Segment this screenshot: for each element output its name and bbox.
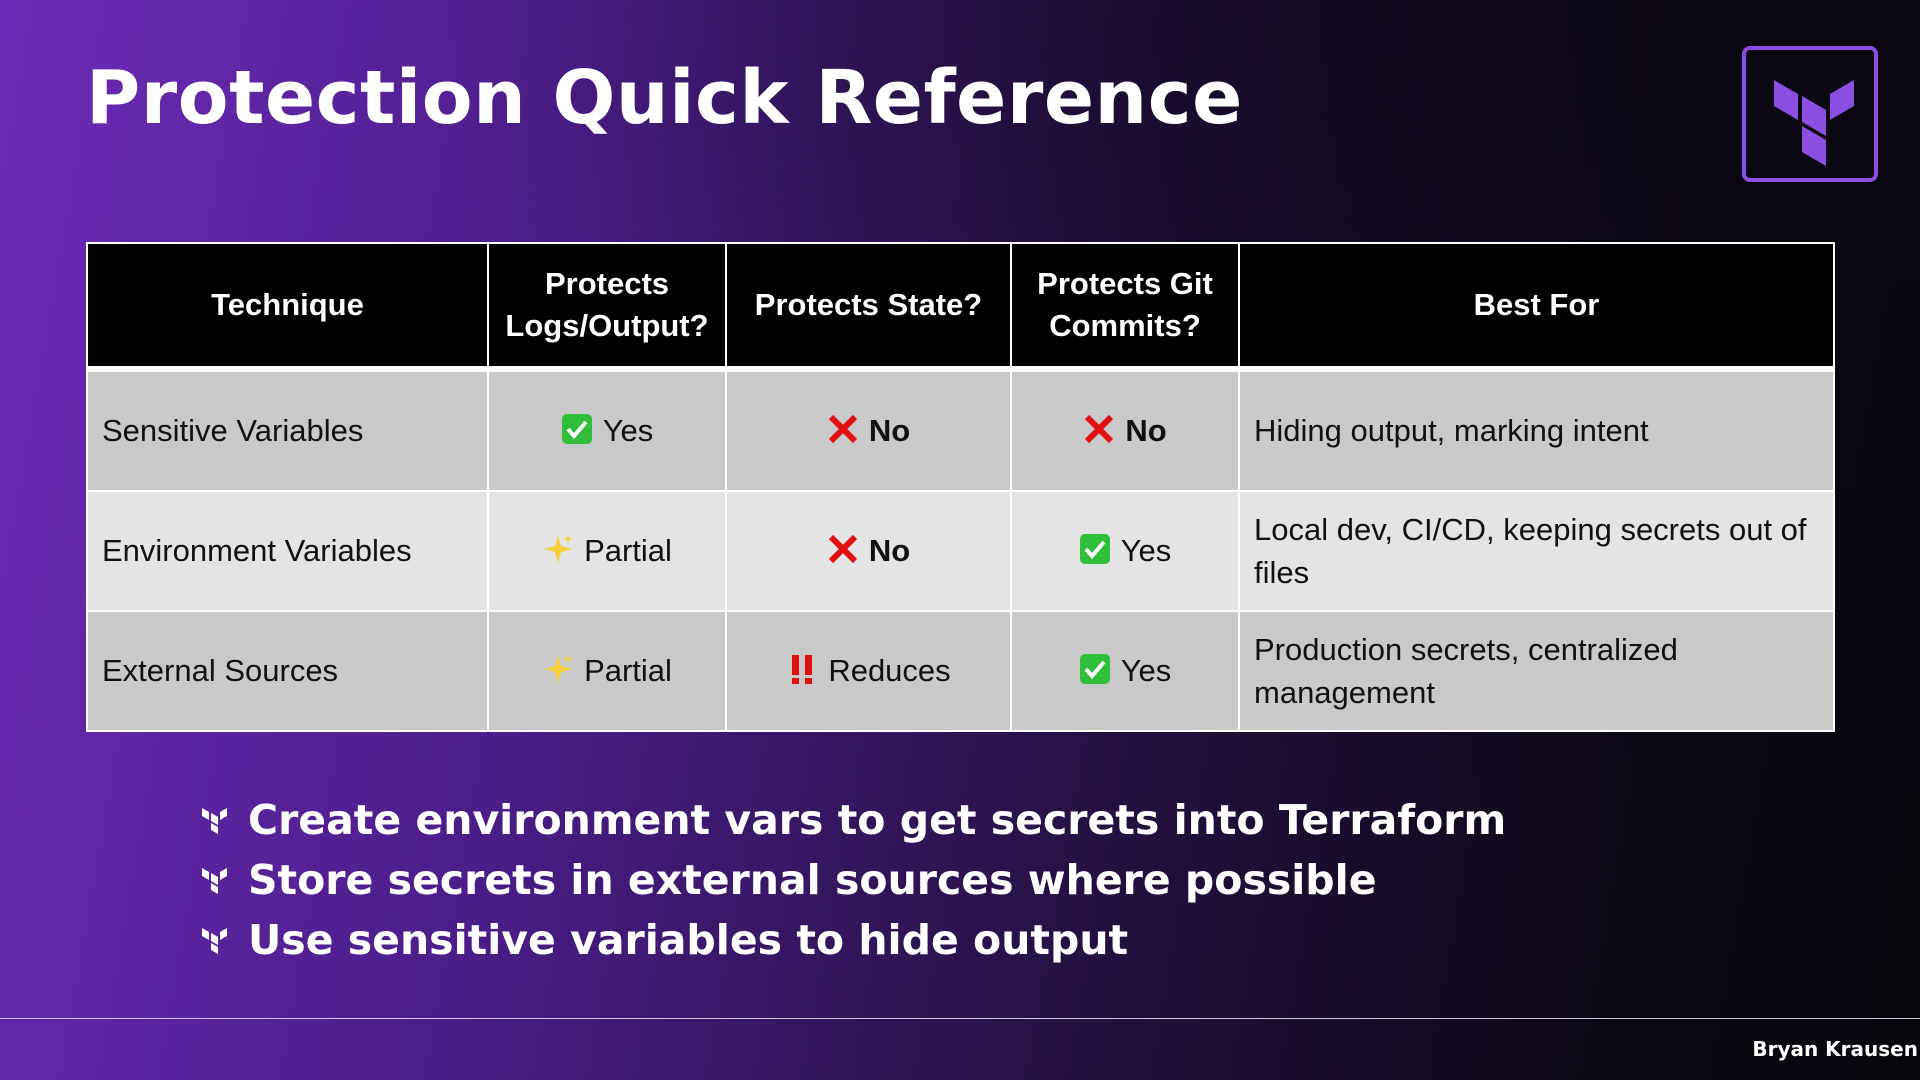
column-header: Protects State? [725, 242, 1012, 372]
bullet-text: Store secrets in external sources where … [248, 856, 1377, 904]
header-row: Technique Protects Logs/Output? Protects… [86, 242, 1835, 372]
cell: No [725, 490, 1012, 612]
cell-text: No [1125, 413, 1167, 449]
column-header: Technique [86, 242, 489, 372]
cross-icon [1083, 413, 1115, 445]
bullet-text: Create environment vars to get secrets i… [248, 796, 1507, 844]
cell: Hiding output, marking intent [1238, 368, 1835, 492]
cell-text: No [868, 413, 911, 449]
cell: No [725, 368, 1012, 492]
bullet-icon [202, 808, 227, 834]
table-row: Environment Variables Partial No Yes Loc… [86, 490, 1835, 612]
column-header: Best For [1238, 242, 1835, 372]
cross-icon [827, 413, 859, 445]
cell-text: Yes [1120, 653, 1172, 689]
footer-rule [0, 1018, 1920, 1019]
reference-table: Technique Protects Logs/Output? Protects… [86, 242, 1835, 732]
cell: Yes [487, 368, 727, 492]
cross-icon [827, 533, 859, 565]
cell-text: Production secrets, centralized manageme… [1254, 631, 1678, 710]
cell: No [1010, 368, 1240, 492]
check-icon [1077, 652, 1112, 687]
column-header: Protects Git Commits? [1010, 242, 1240, 372]
cell-text: Yes [602, 413, 654, 449]
bullet-text: Use sensitive variables to hide output [248, 916, 1129, 964]
cell: Production secrets, centralized manageme… [1238, 610, 1835, 732]
check-icon [1077, 532, 1112, 567]
check-icon [559, 412, 594, 447]
cell-text: Local dev, CI/CD, keeping secrets out of… [1254, 511, 1807, 590]
cell: External Sources [86, 610, 489, 732]
cell: Partial [487, 610, 727, 732]
bullet-icon [202, 928, 227, 954]
cell-text: External Sources [102, 653, 339, 689]
cell-text: No [868, 533, 911, 569]
cell: Yes [1010, 610, 1240, 732]
warning-icon [792, 655, 813, 685]
cell-text: Hiding output, marking intent [1254, 413, 1649, 449]
sparkle-icon [544, 654, 574, 684]
author: Bryan Krausen [1752, 1037, 1918, 1061]
logo-mark [1774, 80, 1854, 166]
bullet-icon [202, 868, 227, 894]
bullet: Store secrets in external sources where … [200, 850, 1506, 910]
cell-text: Reduces [828, 653, 951, 689]
cell: Sensitive Variables [86, 368, 489, 492]
bullet-list: Create environment vars to get secrets i… [200, 790, 1506, 970]
cell: Local dev, CI/CD, keeping secrets out of… [1238, 490, 1835, 612]
bullet: Create environment vars to get secrets i… [200, 790, 1506, 850]
cell: Yes [1010, 490, 1240, 612]
bullet: Use sensitive variables to hide output [200, 910, 1506, 970]
cell: Reduces [725, 610, 1012, 732]
cell-text: Partial [584, 533, 672, 569]
table-row: Sensitive Variables Yes No No Hiding out… [86, 368, 1835, 492]
cell: Partial [487, 490, 727, 612]
title: Protection Quick Reference [86, 55, 1243, 141]
cell-text: Partial [584, 653, 672, 689]
cell-text: Environment Variables [102, 533, 412, 569]
logo [1742, 46, 1878, 182]
sparkle-icon [544, 534, 574, 564]
cell-text: Sensitive Variables [102, 413, 364, 449]
cell: Environment Variables [86, 490, 489, 612]
table-row: External Sources Partial Reduces Yes Pro… [86, 610, 1835, 732]
column-header: Protects Logs/Output? [487, 242, 727, 372]
cell-text: Yes [1120, 533, 1172, 569]
